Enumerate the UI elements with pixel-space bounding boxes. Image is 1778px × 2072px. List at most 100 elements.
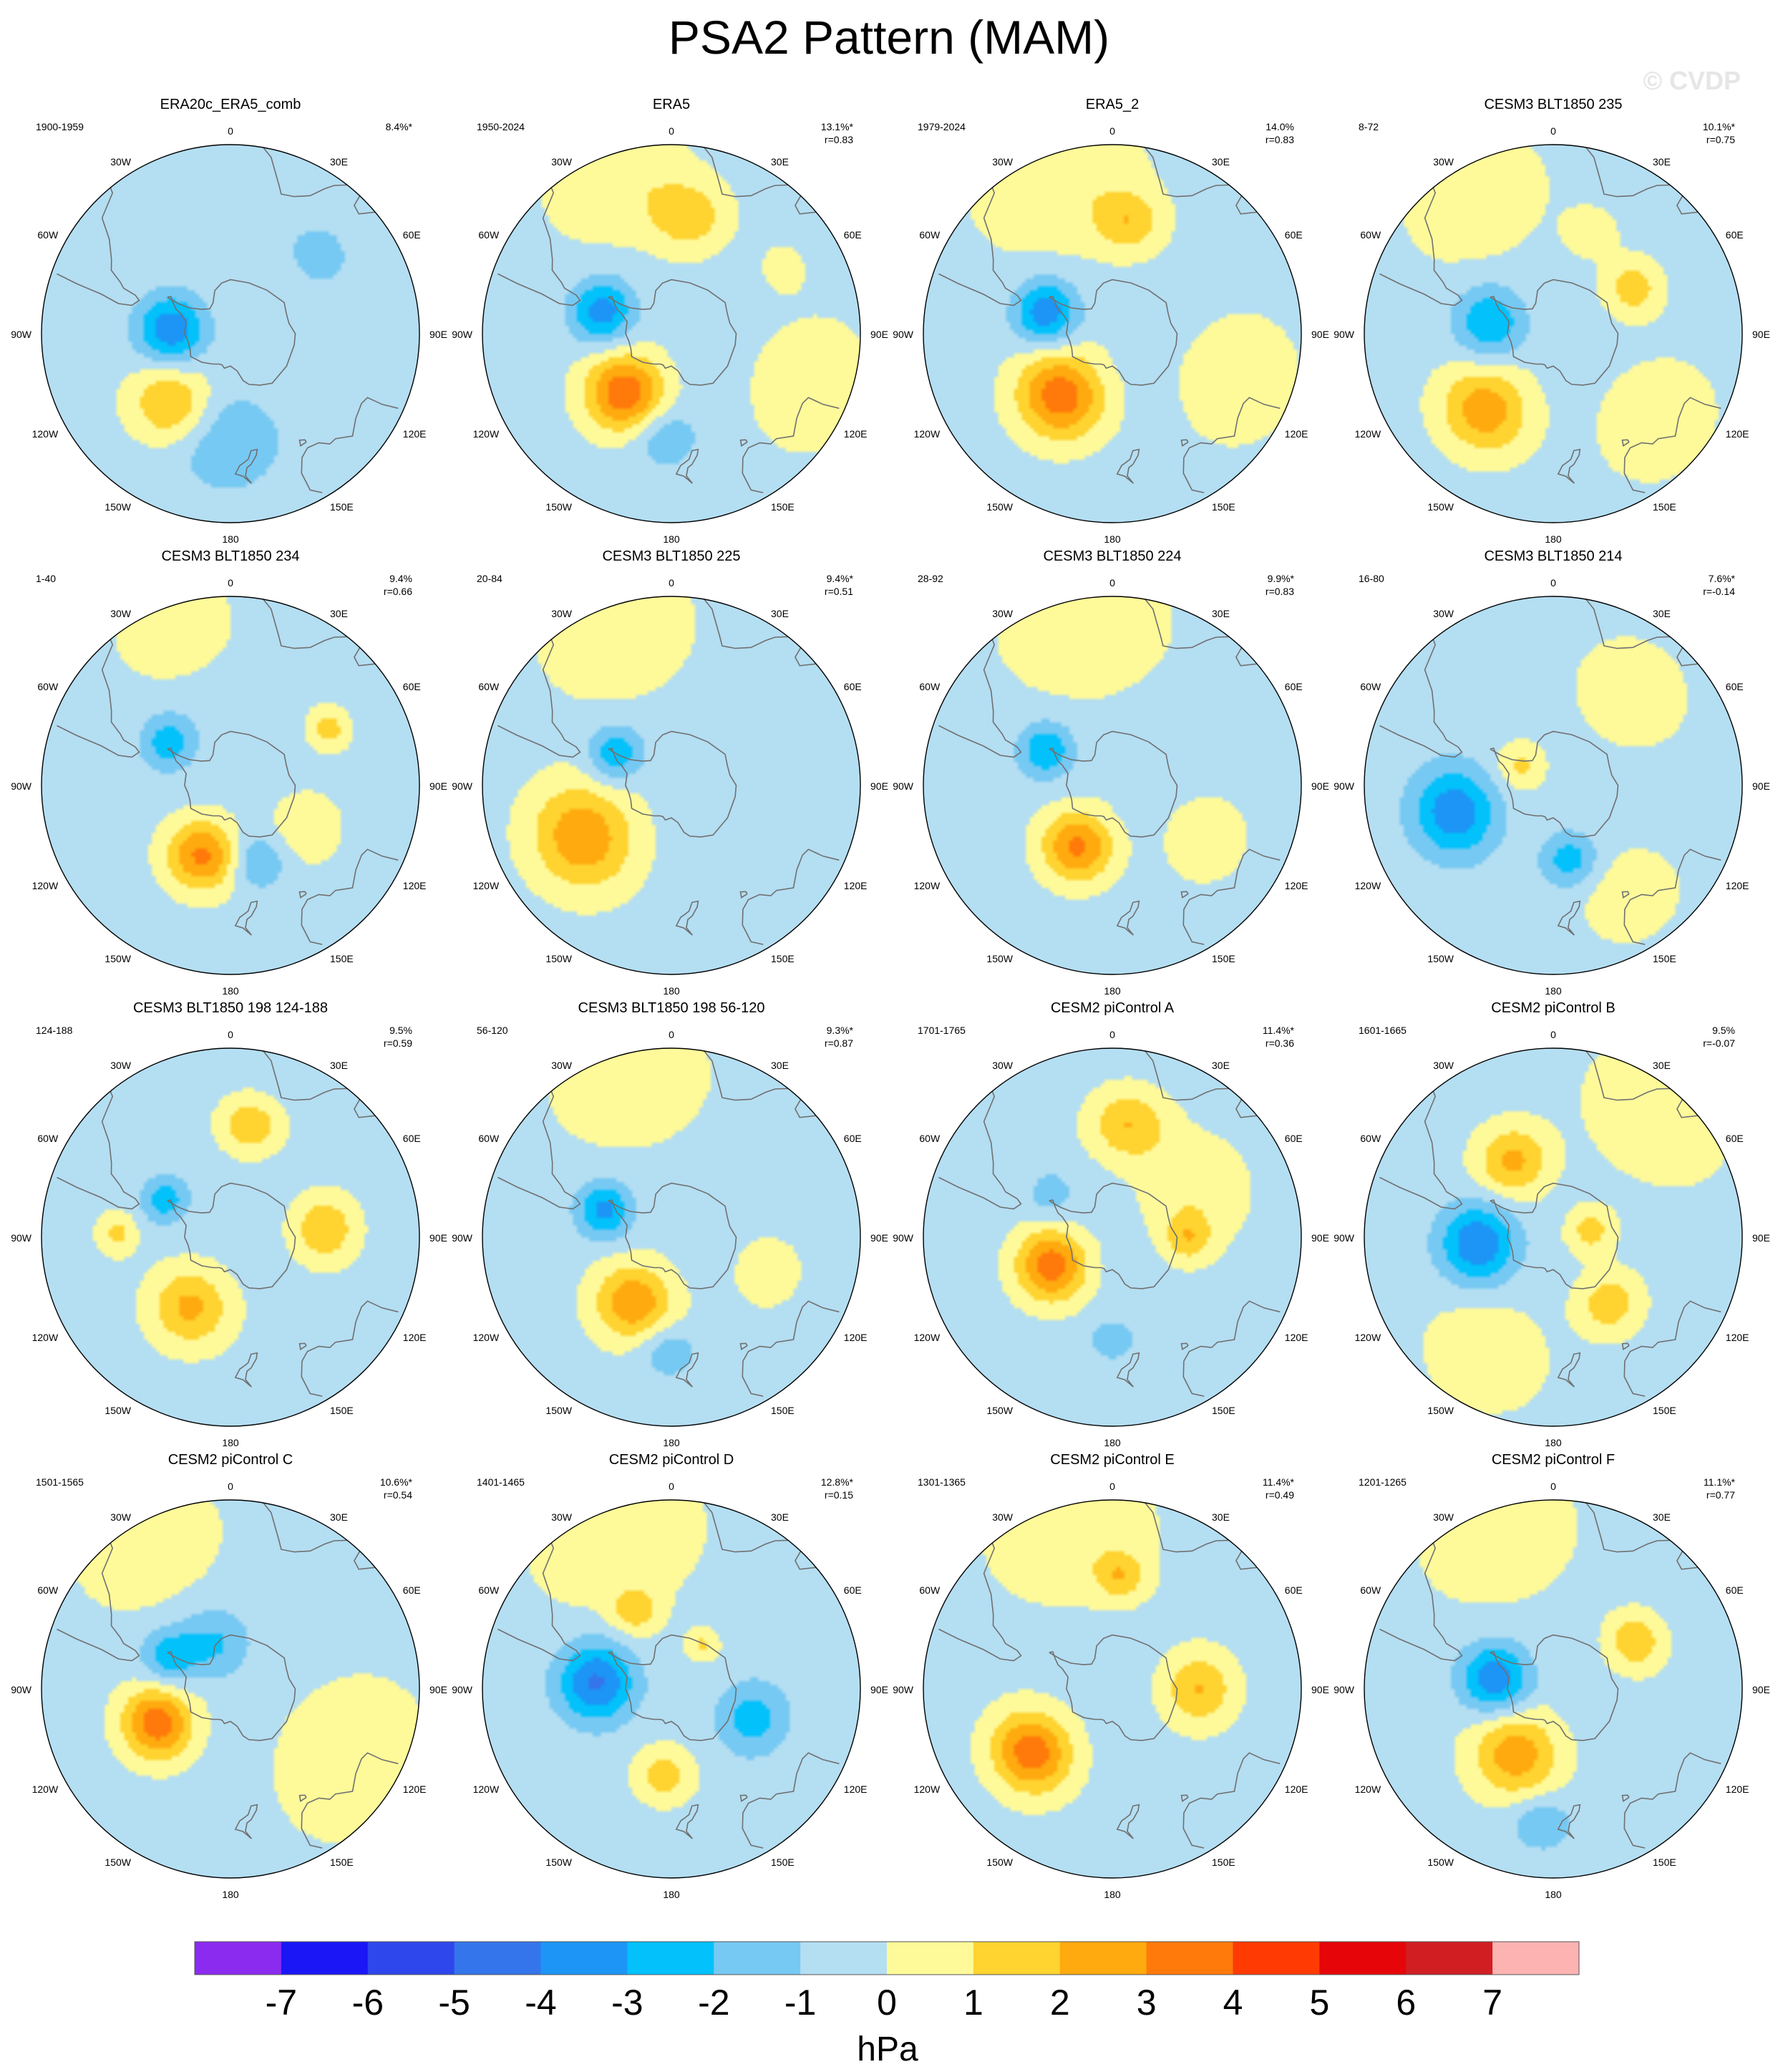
colorbar-swatch	[540, 1942, 628, 1975]
lon-label: 30E	[1212, 608, 1230, 619]
lon-label: 120E	[1726, 880, 1749, 891]
coastlines	[1379, 147, 1721, 493]
lon-label: 150W	[986, 501, 1013, 513]
lon-label: 150W	[986, 1405, 1013, 1416]
colorbar-swatch	[367, 1942, 455, 1975]
coastline	[1049, 1182, 1178, 1289]
colorbar-swatch	[627, 1942, 714, 1975]
colorbar-swatch	[195, 1942, 282, 1975]
panel-title: CESM3 BLT1850 225	[602, 548, 740, 564]
coastline	[57, 1507, 140, 1662]
colorbar-swatch	[714, 1942, 801, 1975]
coastline	[1180, 1342, 1189, 1351]
coastline	[167, 1634, 296, 1741]
panel-pattern-corr: r=-0.14	[1703, 586, 1735, 597]
panel-pct-variance: 14.0%	[1266, 121, 1294, 132]
lon-label: 150W	[105, 1856, 131, 1868]
lon-label: 60E	[1285, 229, 1303, 241]
lon-label: 30E	[771, 608, 789, 619]
coastline	[1180, 1794, 1189, 1803]
coastline	[1623, 1752, 1721, 1849]
colorbar-tick-label: 6	[1396, 1983, 1416, 2023]
lon-label: 60E	[844, 229, 862, 241]
panel-pattern-corr: r=0.54	[384, 1489, 412, 1501]
coastline	[1116, 1804, 1140, 1839]
panel-pct-variance: 10.6%*	[380, 1476, 413, 1488]
lon-label: 30W	[110, 608, 132, 619]
lon-label: 0	[228, 125, 233, 137]
lon-label: 150E	[330, 501, 354, 513]
panel-years: 16-80	[1359, 573, 1384, 584]
lon-label: 120E	[1285, 1783, 1308, 1795]
lon-label: 120W	[914, 880, 941, 891]
lon-label: 60E	[1285, 1133, 1303, 1144]
map-panel: 0 30E 60E 90E 120E 150E 180 150W 120W 90W 60W 30W ER…	[452, 97, 888, 545]
colorbar-swatch	[281, 1942, 369, 1975]
colorbar-tick-label: 2	[1050, 1983, 1070, 2023]
coastline	[675, 1804, 699, 1839]
lon-label: 90W	[1334, 1684, 1355, 1695]
lon-label: 120E	[1285, 880, 1308, 891]
map-border	[482, 596, 861, 975]
map-panel: 0 30E 60E 90E 120E 150E 180 150W 120W 90W 60W 30W CE…	[1334, 1452, 1770, 1900]
lon-label: 90W	[452, 780, 473, 792]
lon-label: 150E	[1653, 1856, 1676, 1868]
lon-label: 90W	[11, 1232, 32, 1244]
lon-label: 120W	[32, 880, 59, 891]
coastline	[938, 604, 1022, 758]
coastline	[57, 152, 140, 306]
lon-label: 0	[1550, 577, 1556, 589]
coastline	[497, 604, 581, 758]
coastline	[298, 891, 307, 899]
panel-title: CESM3 BLT1850 198 124-188	[133, 1000, 328, 1016]
panel-years: 1501-1565	[36, 1476, 84, 1488]
colorbar-tick-label: -4	[525, 1983, 556, 2023]
lon-label: 180	[222, 985, 239, 997]
coastline	[234, 1804, 258, 1839]
panel-title: CESM3 BLT1850 224	[1043, 548, 1181, 564]
coastline	[1116, 1352, 1140, 1388]
lon-label: 30W	[992, 608, 1014, 619]
contour-field	[482, 1048, 860, 1426]
panel-pct-variance: 11.4%*	[1263, 1025, 1295, 1036]
lon-label: 60W	[37, 1584, 59, 1596]
colorbar-swatch	[1319, 1942, 1407, 1975]
coastline	[1557, 1804, 1581, 1839]
coastline	[1182, 1300, 1281, 1397]
lon-label: 150E	[771, 501, 795, 513]
lon-label: 60W	[919, 681, 941, 692]
colorbar-swatch	[800, 1942, 888, 1975]
coastline	[301, 397, 399, 493]
colorbar-tick-label: 0	[877, 1983, 897, 2023]
lon-label: 150W	[545, 953, 572, 964]
lon-label: 90E	[429, 329, 447, 340]
lon-label: 60W	[478, 1584, 500, 1596]
panel-pattern-corr: r=0.66	[384, 586, 412, 597]
lon-label: 180	[1545, 1889, 1562, 1900]
coastline	[1182, 397, 1281, 493]
panel-years: 20-84	[477, 573, 502, 584]
lon-label: 30W	[551, 1511, 573, 1523]
lon-label: 90W	[893, 329, 914, 340]
lon-label: 0	[1109, 577, 1115, 589]
panel-pct-variance: 12.8%*	[821, 1476, 854, 1488]
lon-label: 60E	[403, 681, 421, 692]
coastline	[1379, 1055, 1463, 1210]
coastlines	[57, 599, 399, 945]
lon-label: 30E	[330, 1511, 348, 1523]
lon-label: 60E	[1726, 1133, 1744, 1144]
lon-label: 90E	[870, 780, 888, 792]
lon-label: 90W	[452, 1684, 473, 1695]
map-border	[923, 596, 1302, 975]
coastline	[675, 900, 699, 936]
panel-pct-variance: 8.4%*	[386, 121, 413, 132]
panel-years: 8-72	[1359, 121, 1379, 132]
lon-label: 60W	[37, 1133, 59, 1144]
panel-pattern-corr: r=0.36	[1266, 1037, 1294, 1049]
lon-label: 60E	[403, 1584, 421, 1596]
panel-pattern-corr: r=-0.07	[1703, 1037, 1735, 1049]
lon-label: 120E	[1726, 1332, 1749, 1343]
panel-title: CESM3 BLT1850 235	[1484, 97, 1622, 112]
lon-label: 90W	[452, 1232, 473, 1244]
lon-label: 0	[669, 1029, 674, 1040]
